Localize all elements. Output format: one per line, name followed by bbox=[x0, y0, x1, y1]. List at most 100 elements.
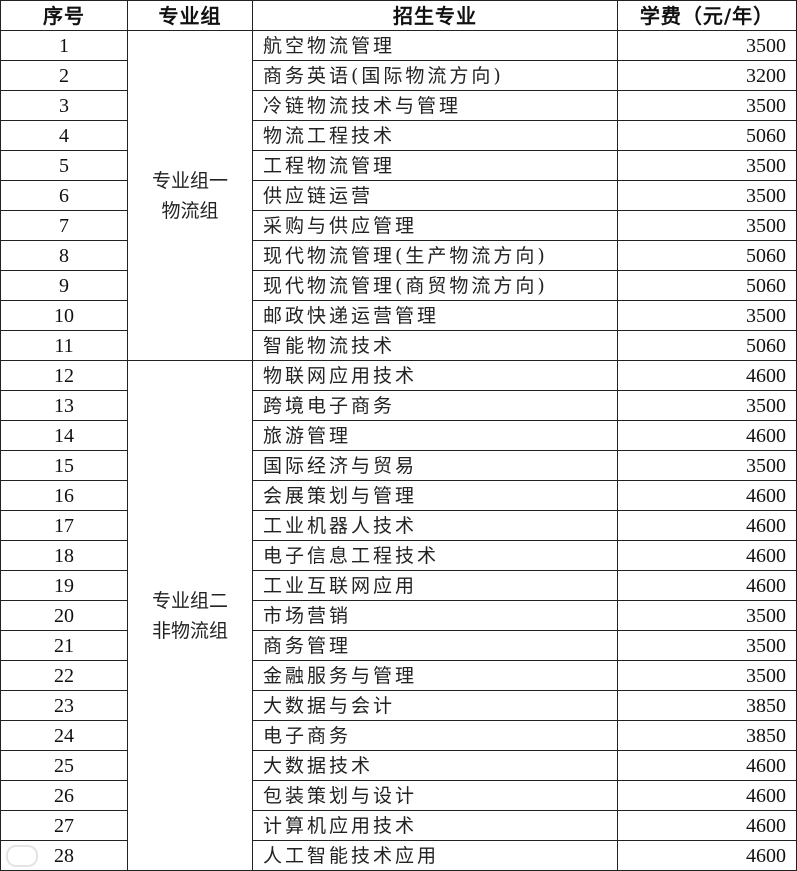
row-index: 23 bbox=[0, 690, 128, 721]
tuition-fee: 4600 bbox=[617, 540, 797, 571]
major-name: 包装策划与设计 bbox=[252, 780, 618, 811]
group-subname: 物流组 bbox=[161, 199, 219, 222]
table-row: 22 金融服务与管理 3500 bbox=[0, 660, 797, 691]
row-index: 8 bbox=[0, 240, 128, 271]
group-subname: 非物流组 bbox=[151, 619, 228, 642]
row-index: 2 bbox=[0, 60, 128, 91]
table-row: 1 专业组一 物流组 航空物流管理 3500 bbox=[0, 30, 797, 361]
header-fee: 学费（元/年） bbox=[617, 0, 797, 31]
major-name: 商务英语(国际物流方向) bbox=[252, 60, 618, 91]
major-name: 工业机器人技术 bbox=[252, 510, 618, 541]
row-index: 1 bbox=[0, 30, 128, 61]
table-row: 12 专业组二 非物流组 物联网应用技术 4600 bbox=[0, 360, 797, 871]
tuition-fee: 3500 bbox=[617, 300, 797, 331]
major-name: 现代物流管理(商贸物流方向) bbox=[252, 270, 618, 301]
watermark-logo bbox=[6, 845, 38, 867]
row-index: 6 bbox=[0, 180, 128, 211]
row-index: 22 bbox=[0, 660, 128, 691]
tuition-fee: 5060 bbox=[617, 240, 797, 271]
table-row: 23 大数据与会计 3850 bbox=[0, 690, 797, 721]
table-row: 21 商务管理 3500 bbox=[0, 630, 797, 661]
header-major: 招生专业 bbox=[252, 0, 618, 31]
row-index: 16 bbox=[0, 480, 128, 511]
tuition-fee: 3500 bbox=[617, 600, 797, 631]
table-row: 13 跨境电子商务 3500 bbox=[0, 390, 797, 421]
row-index: 18 bbox=[0, 540, 128, 571]
major-name: 跨境电子商务 bbox=[252, 390, 618, 421]
group-cell: 专业组一 物流组 bbox=[127, 30, 253, 361]
table-row: 15 国际经济与贸易 3500 bbox=[0, 450, 797, 481]
row-index: 26 bbox=[0, 780, 128, 811]
tuition-fee: 4600 bbox=[617, 360, 797, 391]
tuition-fee: 4600 bbox=[617, 510, 797, 541]
table-row: 9 现代物流管理(商贸物流方向) 5060 bbox=[0, 270, 797, 301]
row-index: 10 bbox=[0, 300, 128, 331]
table-row: 17 工业机器人技术 4600 bbox=[0, 510, 797, 541]
tuition-fee: 3500 bbox=[617, 450, 797, 481]
major-name: 会展策划与管理 bbox=[252, 480, 618, 511]
table-row: 18 电子信息工程技术 4600 bbox=[0, 540, 797, 571]
major-name: 工业互联网应用 bbox=[252, 570, 618, 601]
header-row: 序号 专业组 招生专业 学费（元/年） bbox=[0, 0, 797, 31]
tuition-fee: 3200 bbox=[617, 60, 797, 91]
table-row: 6 供应链运营 3500 bbox=[0, 180, 797, 211]
major-name: 物流工程技术 bbox=[252, 120, 618, 151]
tuition-fee: 4600 bbox=[617, 480, 797, 511]
table-row: 11 智能物流技术 5060 bbox=[0, 330, 797, 361]
row-index: 19 bbox=[0, 570, 128, 601]
major-name: 电子商务 bbox=[252, 720, 618, 751]
major-name: 物联网应用技术 bbox=[252, 360, 618, 391]
table-row: 28 人工智能技术应用 4600 bbox=[0, 840, 797, 871]
major-name: 现代物流管理(生产物流方向) bbox=[252, 240, 618, 271]
table-row: 8 现代物流管理(生产物流方向) 5060 bbox=[0, 240, 797, 271]
row-index: 5 bbox=[0, 150, 128, 181]
row-index: 9 bbox=[0, 270, 128, 301]
tuition-fee: 3500 bbox=[617, 150, 797, 181]
tuition-fee: 4600 bbox=[617, 810, 797, 841]
tuition-fee: 4600 bbox=[617, 750, 797, 781]
row-index: 7 bbox=[0, 210, 128, 241]
row-index: 17 bbox=[0, 510, 128, 541]
row-index: 3 bbox=[0, 90, 128, 121]
header-group: 专业组 bbox=[127, 0, 253, 31]
tuition-fee: 3850 bbox=[617, 690, 797, 721]
major-name: 计算机应用技术 bbox=[252, 810, 618, 841]
major-name: 国际经济与贸易 bbox=[252, 450, 618, 481]
tuition-fee: 5060 bbox=[617, 330, 797, 361]
major-name: 大数据与会计 bbox=[252, 690, 618, 721]
row-index: 13 bbox=[0, 390, 128, 421]
major-name: 旅游管理 bbox=[252, 420, 618, 451]
table-row: 24 电子商务 3850 bbox=[0, 720, 797, 751]
row-index: 14 bbox=[0, 420, 128, 451]
major-name: 航空物流管理 bbox=[252, 30, 618, 61]
table-row: 5 工程物流管理 3500 bbox=[0, 150, 797, 181]
tuition-fee: 4600 bbox=[617, 780, 797, 811]
row-index: 27 bbox=[0, 810, 128, 841]
row-index: 25 bbox=[0, 750, 128, 781]
row-index: 20 bbox=[0, 600, 128, 631]
table-row: 2 商务英语(国际物流方向) 3200 bbox=[0, 60, 797, 91]
tuition-fee: 3500 bbox=[617, 630, 797, 661]
header-index: 序号 bbox=[0, 0, 128, 31]
row-index: 11 bbox=[0, 330, 128, 361]
row-index: 24 bbox=[0, 720, 128, 751]
major-name: 大数据技术 bbox=[252, 750, 618, 781]
major-name: 采购与供应管理 bbox=[252, 210, 618, 241]
tuition-fee: 3500 bbox=[617, 660, 797, 691]
row-index: 21 bbox=[0, 630, 128, 661]
tuition-fee: 5060 bbox=[617, 270, 797, 301]
row-index: 12 bbox=[0, 360, 128, 391]
row-index: 15 bbox=[0, 450, 128, 481]
tuition-fee: 3500 bbox=[617, 390, 797, 421]
tuition-fee: 3500 bbox=[617, 180, 797, 211]
group-cell: 专业组二 非物流组 bbox=[127, 360, 253, 871]
table-row: 25 大数据技术 4600 bbox=[0, 750, 797, 781]
major-name: 邮政快递运营管理 bbox=[252, 300, 618, 331]
tuition-fee: 3500 bbox=[617, 210, 797, 241]
major-name: 智能物流技术 bbox=[252, 330, 618, 361]
tuition-fee: 3500 bbox=[617, 30, 797, 61]
table-row: 20 市场营销 3500 bbox=[0, 600, 797, 631]
tuition-fee: 5060 bbox=[617, 120, 797, 151]
major-name: 供应链运营 bbox=[252, 180, 618, 211]
